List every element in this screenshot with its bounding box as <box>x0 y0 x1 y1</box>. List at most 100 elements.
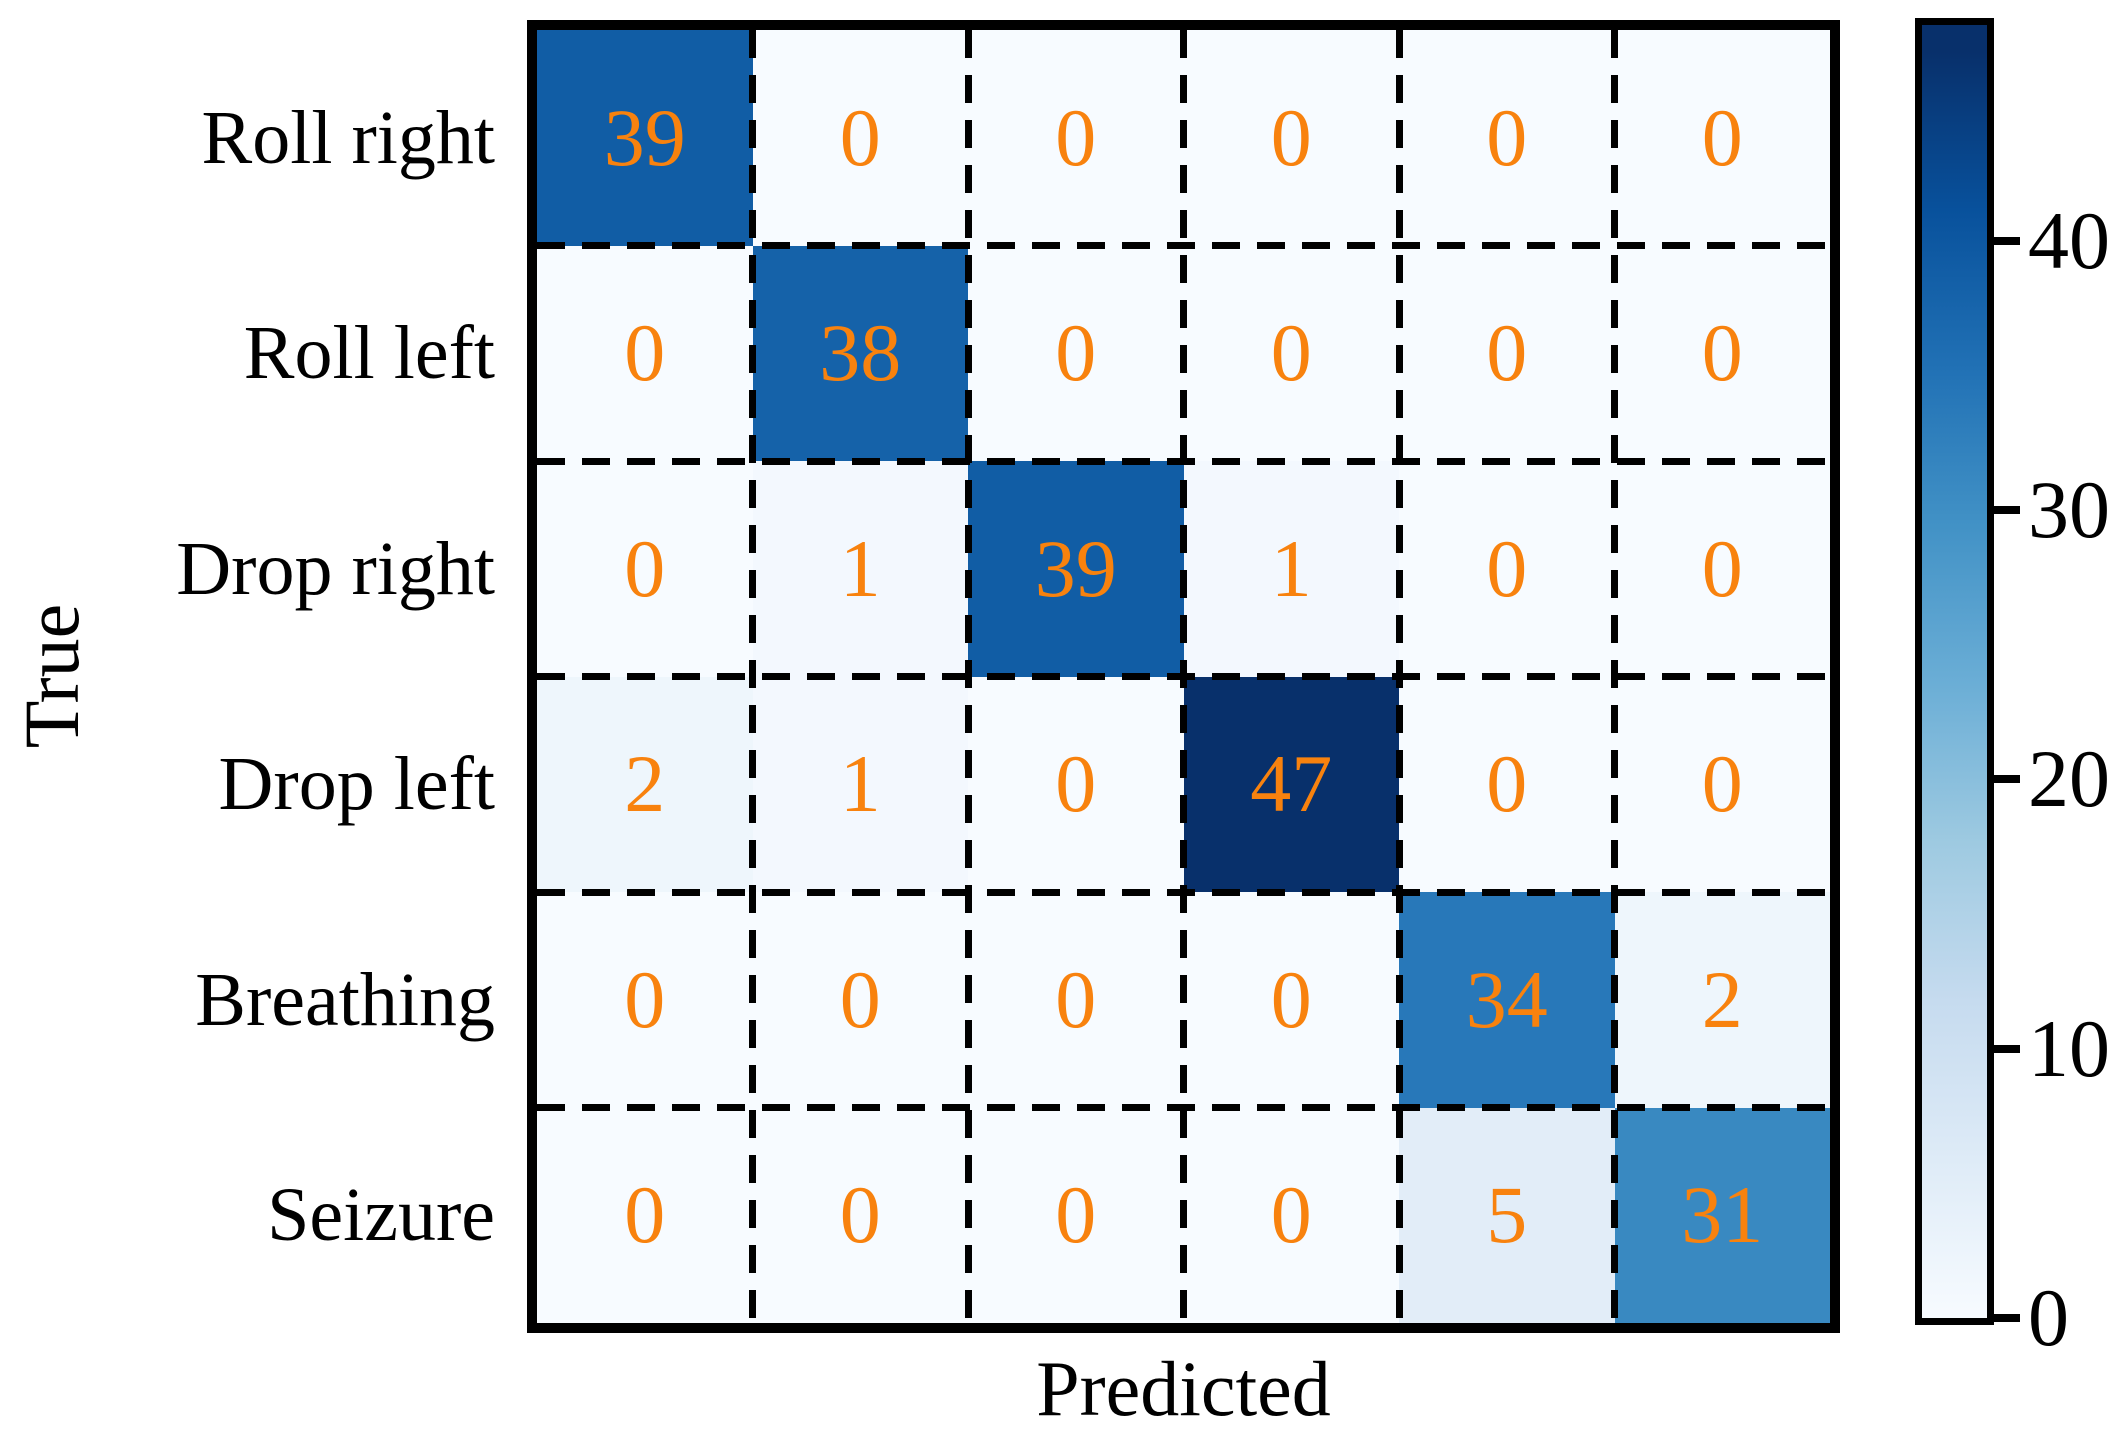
matrix-frame: 39 0 0 0 0 0 0 38 0 0 0 0 0 1 39 1 0 0 2 1 0 47 0 0 0 0 0 0 34 2 0 0 0 0 5… <box>527 20 1840 1333</box>
matrix-cell-r4-c0: 0 <box>537 892 753 1108</box>
matrix-cell-r3-c0: 2 <box>537 676 753 892</box>
matrix-cell-r4-c2: 0 <box>968 892 1184 1108</box>
colorbar <box>1915 18 1994 1325</box>
matrix-cell-r2-c4: 0 <box>1399 461 1615 677</box>
matrix-cell-r0-c2: 0 <box>968 30 1184 246</box>
colorbar-tick <box>1994 1044 2020 1053</box>
y-tick-label-drop-right: Drop right <box>176 526 495 611</box>
cell-value: 1 <box>839 738 881 830</box>
matrix-cell-r5-c0: 0 <box>537 1107 753 1323</box>
matrix-cell-r1-c3: 0 <box>1183 245 1399 461</box>
cell-value: 0 <box>1701 307 1743 399</box>
cell-value: 0 <box>1270 1169 1312 1261</box>
matrix-cell-r3-c4: 0 <box>1399 676 1615 892</box>
matrix-cell-r4-c5: 2 <box>1614 892 1830 1108</box>
cell-value: 0 <box>1701 91 1743 183</box>
matrix-cell-r0-c4: 0 <box>1399 30 1615 246</box>
cell-value: 0 <box>839 91 881 183</box>
y-tick-label-seizure: Seizure <box>267 1173 495 1258</box>
cell-value: 1 <box>839 522 881 614</box>
matrix-cell-r3-c1: 1 <box>752 676 968 892</box>
cell-value: 1 <box>1270 522 1312 614</box>
grid-line-vertical <box>1611 30 1618 1323</box>
cell-value: 0 <box>839 953 881 1045</box>
colorbar-tick-label: 10 <box>2028 1002 2110 1094</box>
colorbar-tick-label: 30 <box>2028 463 2110 555</box>
matrix-cell-r4-c1: 0 <box>752 892 968 1108</box>
matrix-cell-r3-c5: 0 <box>1614 676 1830 892</box>
grid-line-vertical <box>1395 30 1403 1323</box>
grid-line-horizontal <box>537 1104 1830 1111</box>
cell-value: 0 <box>1055 1169 1097 1261</box>
grid-line-horizontal <box>537 888 1830 896</box>
cell-value: 0 <box>624 953 666 1045</box>
colorbar-tick <box>1994 505 2020 514</box>
matrix-cell-r4-c4: 34 <box>1399 892 1615 1108</box>
colorbar-tick <box>1994 236 2020 245</box>
matrix-cell-r5-c2: 0 <box>968 1107 1184 1323</box>
matrix-cell-r2-c1: 1 <box>752 461 968 677</box>
cell-value: 0 <box>1055 307 1097 399</box>
cell-value: 0 <box>1055 953 1097 1045</box>
matrix-cell-r0-c5: 0 <box>1614 30 1830 246</box>
cell-value: 0 <box>1486 307 1528 399</box>
colorbar-tick <box>1994 1314 2020 1322</box>
y-tick-label-roll-right: Roll right <box>201 95 495 180</box>
matrix-cell-r1-c5: 0 <box>1614 245 1830 461</box>
heatmap-grid: 39 0 0 0 0 0 0 38 0 0 0 0 0 1 39 1 0 0 2 1 0 47 0 0 0 0 0 0 34 2 0 0 0 0 5… <box>537 30 1830 1323</box>
matrix-cell-r1-c4: 0 <box>1399 245 1615 461</box>
cell-value: 0 <box>1486 738 1528 830</box>
cell-value: 38 <box>819 307 902 399</box>
cell-value: 39 <box>603 91 686 183</box>
matrix-cell-r1-c0: 0 <box>537 245 753 461</box>
cell-value: 0 <box>1270 953 1312 1045</box>
matrix-cell-r0-c0: 39 <box>537 30 753 246</box>
cell-value: 0 <box>839 1169 881 1261</box>
matrix-cell-r1-c2: 0 <box>968 245 1184 461</box>
cell-value: 0 <box>1486 522 1528 614</box>
cell-value: 0 <box>1701 738 1743 830</box>
grid-line-horizontal <box>537 673 1830 680</box>
cell-value: 0 <box>1055 738 1097 830</box>
matrix-cell-r5-c1: 0 <box>752 1107 968 1323</box>
matrix-cell-r5-c4: 5 <box>1399 1107 1615 1323</box>
cell-value: 0 <box>624 522 666 614</box>
matrix-cell-r1-c1: 38 <box>752 245 968 461</box>
cell-value: 0 <box>1701 522 1743 614</box>
colorbar-tick-label: 40 <box>2028 194 2110 286</box>
cell-value: 0 <box>1486 91 1528 183</box>
matrix-cell-r0-c3: 0 <box>1183 30 1399 246</box>
cell-value: 39 <box>1034 522 1117 614</box>
cell-value: 0 <box>1055 91 1097 183</box>
colorbar-tick-label: 0 <box>2028 1272 2069 1363</box>
matrix-cell-r4-c3: 0 <box>1183 892 1399 1108</box>
y-tick-label-breathing: Breathing <box>195 957 495 1042</box>
matrix-cell-r3-c3: 47 <box>1183 676 1399 892</box>
matrix-cell-r5-c3: 0 <box>1183 1107 1399 1323</box>
matrix-cell-r2-c3: 1 <box>1183 461 1399 677</box>
cell-value: 31 <box>1681 1169 1764 1261</box>
matrix-cell-r2-c0: 0 <box>537 461 753 677</box>
cell-value: 0 <box>624 307 666 399</box>
colorbar-tick-label: 20 <box>2028 733 2110 825</box>
matrix-cell-r0-c1: 0 <box>752 30 968 246</box>
colorbar-tick <box>1994 775 2020 784</box>
cell-value: 2 <box>624 738 666 830</box>
matrix-cell-r2-c2: 39 <box>968 461 1184 677</box>
y-tick-label-drop-left: Drop left <box>218 742 495 827</box>
matrix-cell-r3-c2: 0 <box>968 676 1184 892</box>
colorbar-gradient <box>1922 25 1987 1318</box>
cell-value: 0 <box>1270 307 1312 399</box>
cell-value: 0 <box>624 1169 666 1261</box>
cell-value: 34 <box>1465 953 1548 1045</box>
matrix-cell-r5-c5: 31 <box>1614 1107 1830 1323</box>
cell-value: 47 <box>1250 738 1333 830</box>
cell-value: 0 <box>1270 91 1312 183</box>
y-tick-label-roll-left: Roll left <box>243 311 495 396</box>
matrix-cell-r2-c5: 0 <box>1614 461 1830 677</box>
y-axis-title: True <box>8 603 95 749</box>
x-axis-title: Predicted <box>1036 1345 1331 1432</box>
cell-value: 5 <box>1486 1169 1528 1261</box>
cell-value: 2 <box>1701 953 1743 1045</box>
